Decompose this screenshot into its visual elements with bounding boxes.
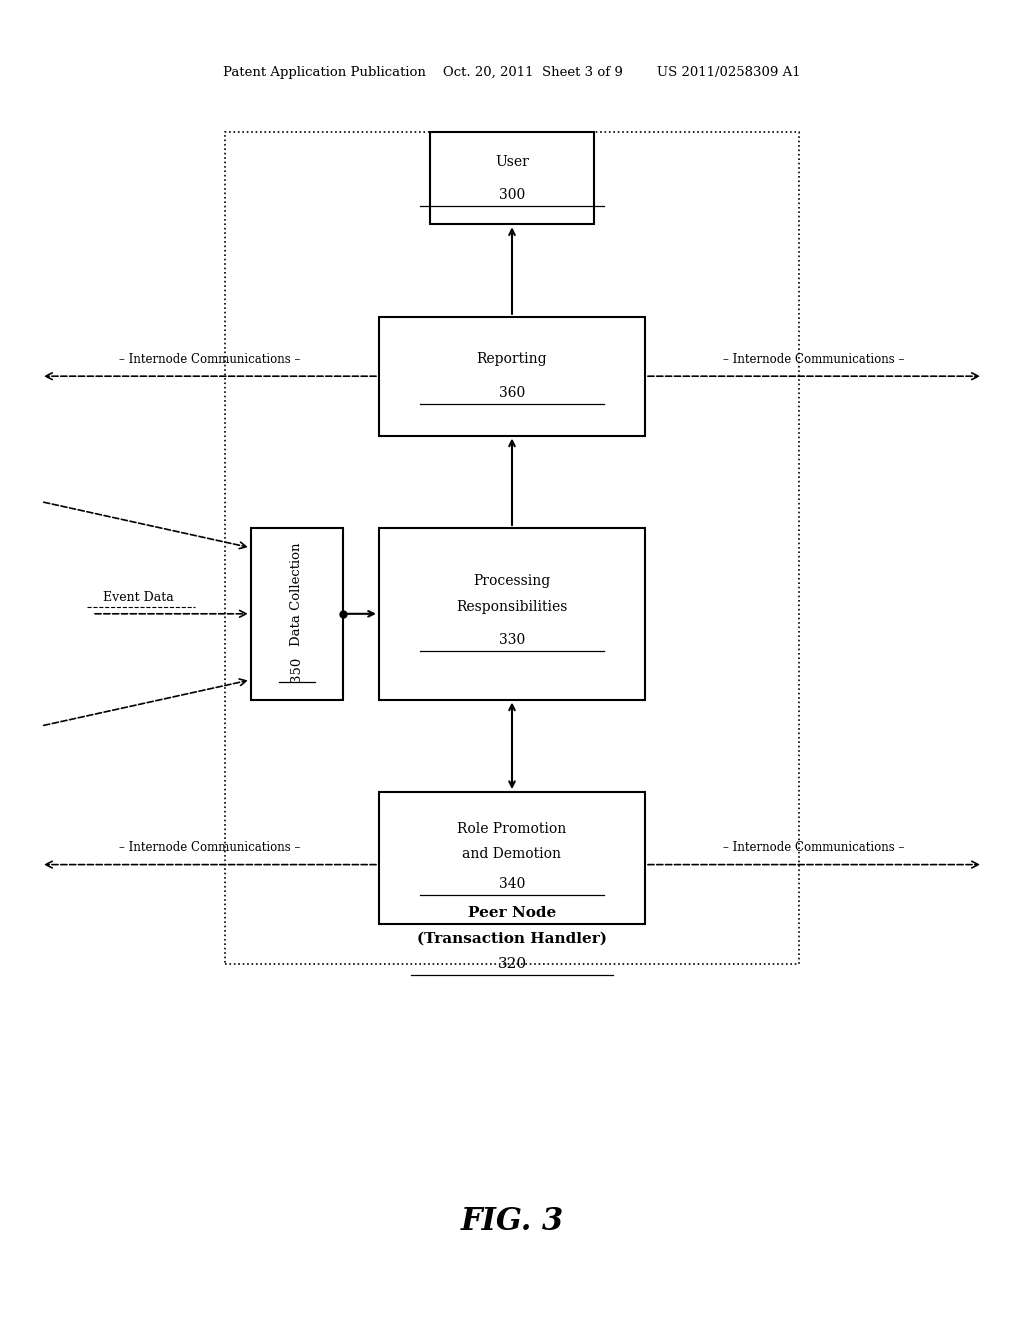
Text: 350: 350 [291, 656, 303, 682]
Text: 320: 320 [498, 957, 526, 970]
Text: Event Data: Event Data [102, 591, 174, 605]
Text: Peer Node: Peer Node [468, 907, 556, 920]
Text: User: User [495, 156, 529, 169]
Bar [225, 132, 799, 964]
Text: 330: 330 [499, 634, 525, 647]
Text: – Internode Communications –: – Internode Communications – [119, 841, 301, 854]
Bar [251, 528, 343, 700]
Text: – Internode Communications –: – Internode Communications – [723, 352, 905, 366]
Text: Reporting: Reporting [477, 352, 547, 366]
Bar [379, 528, 645, 700]
Text: (Transaction Handler): (Transaction Handler) [417, 932, 607, 945]
Text: Data Collection: Data Collection [291, 543, 303, 645]
Text: 360: 360 [499, 387, 525, 400]
Text: 300: 300 [499, 189, 525, 202]
Bar [430, 132, 594, 224]
Bar [379, 792, 645, 924]
Text: – Internode Communications –: – Internode Communications – [723, 841, 905, 854]
Text: Responsibilities: Responsibilities [457, 601, 567, 614]
Text: 340: 340 [499, 878, 525, 891]
Text: Role Promotion: Role Promotion [458, 822, 566, 836]
Text: Processing: Processing [473, 574, 551, 587]
Text: and Demotion: and Demotion [463, 847, 561, 861]
Text: FIG. 3: FIG. 3 [461, 1205, 563, 1237]
Text: – Internode Communications –: – Internode Communications – [119, 352, 301, 366]
Text: Patent Application Publication    Oct. 20, 2011  Sheet 3 of 9        US 2011/025: Patent Application Publication Oct. 20, … [223, 66, 801, 79]
Bar [379, 317, 645, 436]
